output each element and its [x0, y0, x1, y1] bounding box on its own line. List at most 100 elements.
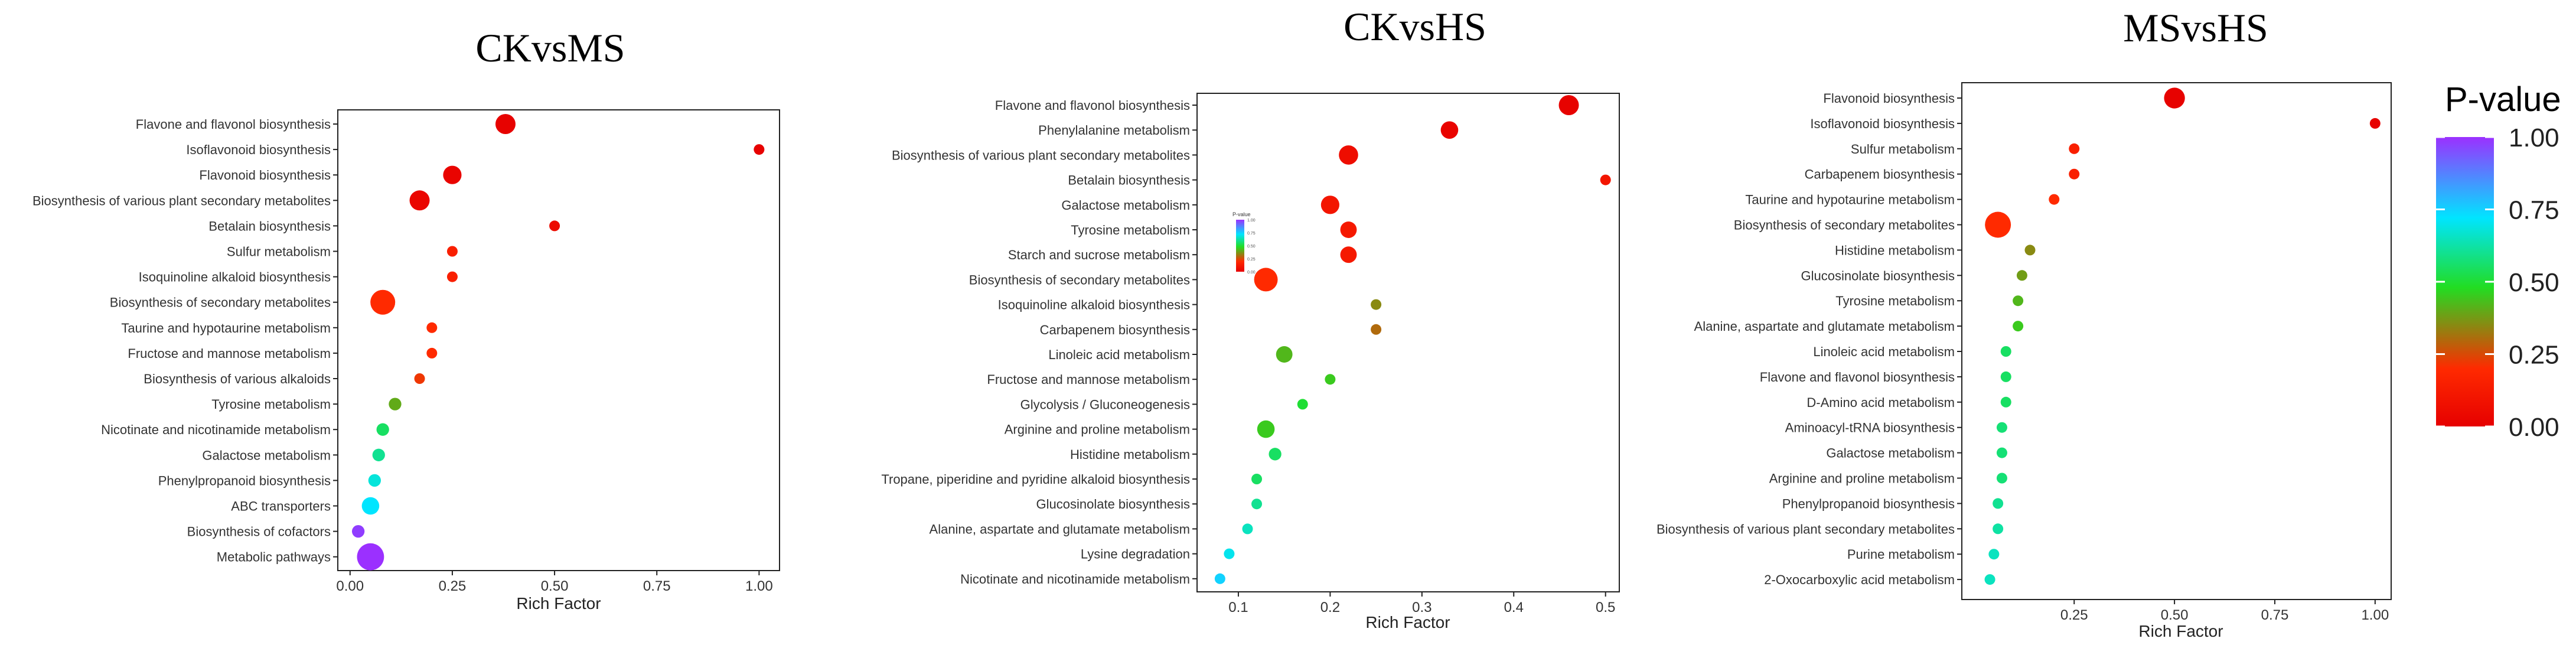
- x-tick-label: 0.5: [1596, 600, 1615, 615]
- y-tick-label: Taurine and hypotaurine metabolism: [1745, 193, 1955, 207]
- pvalue-legend: P-value 1.00 0.75 0.50 0.25 0.00: [2436, 80, 2561, 442]
- y-tick-label: Arginine and proline metabolism: [1005, 422, 1190, 437]
- data-point: [1371, 324, 1382, 335]
- y-tick-label: 2-Oxocarboxylic acid metabolism: [1764, 572, 1955, 587]
- y-tick-label: D-Amino acid metabolism: [1807, 395, 1955, 410]
- y-tick-label: Isoflavonoid biosynthesis: [186, 142, 331, 157]
- x-tick-label: 0.2: [1320, 600, 1340, 615]
- y-tick-label: Nicotinate and nicotinamide metabolism: [101, 422, 331, 437]
- data-point: [357, 543, 384, 571]
- legend-tick-label: 0.25: [2509, 341, 2559, 370]
- data-point: [754, 144, 765, 155]
- data-point: [2164, 87, 2185, 109]
- data-point: [389, 398, 402, 411]
- y-tick-label: Biosynthesis of various alkaloids: [144, 372, 331, 386]
- data-point: [426, 322, 438, 333]
- data-point: [1276, 346, 1293, 363]
- data-point: [1257, 420, 1275, 438]
- data-point: [351, 525, 365, 538]
- y-tick-label: Sulfur metabolism: [227, 245, 331, 259]
- data-point: [2013, 295, 2024, 307]
- chart-title-msvshs: MSvsHS: [2123, 5, 2268, 50]
- data-point: [2024, 245, 2036, 256]
- mini-legend-colorbar: [1236, 220, 1244, 272]
- y-tick-label: Starch and sucrose metabolism: [1008, 247, 1190, 262]
- plot-frame-ckvsms: [337, 109, 780, 571]
- y-tick-label: Linoleic acid metabolism: [1048, 347, 1190, 362]
- data-point: [1325, 374, 1336, 385]
- data-point: [1993, 523, 2004, 535]
- y-tick-label: Alanine, aspartate and glutamate metabol…: [1694, 319, 1955, 334]
- x-tick-label: 0.4: [1504, 600, 1524, 615]
- data-point: [1600, 174, 1611, 185]
- plot-area-ckvshs: 0.1 0.2 0.3 0.4 0.5 Flavone and flavonol bios…: [881, 95, 1615, 615]
- data-point: [1242, 523, 1253, 535]
- legend-tick-label: 0.50: [2509, 268, 2559, 297]
- x-tick-label: 0.75: [643, 578, 671, 594]
- y-tick-label: Fructose and mannose metabolism: [128, 346, 331, 361]
- y-tick-label: Arginine and proline metabolism: [1769, 471, 1955, 486]
- mini-legend: P-value 1.00 0.75 0.50 0.25 0.00: [1232, 211, 1256, 275]
- data-point: [372, 448, 385, 461]
- data-point: [1985, 211, 2011, 238]
- y-tick-label: Metabolic pathways: [217, 550, 331, 565]
- y-tick-label: Glucosinolate biosynthesis: [1036, 497, 1190, 512]
- y-tick-label: Tyrosine metabolism: [211, 397, 331, 412]
- plot-area-msvshs: 0.25 0.50 0.75 1.00 Flavonoid biosynthesis Is…: [1657, 87, 2389, 623]
- mini-legend-title: P-value: [1232, 211, 1251, 217]
- x-tick-label: 0.50: [2161, 607, 2189, 623]
- data-point: [1214, 573, 1225, 584]
- y-tick-label: Tropane, piperidine and pyridine alkaloi…: [881, 472, 1190, 487]
- data-point: [1340, 246, 1357, 263]
- y-tick-label: ABC transporters: [231, 499, 331, 514]
- data-point: [409, 190, 430, 211]
- y-tick-label: Isoflavonoid biosynthesis: [1810, 116, 1955, 131]
- data-point: [2000, 346, 2011, 357]
- data-point: [1996, 473, 2007, 484]
- data-point: [368, 474, 381, 487]
- y-tick-label: Glucosinolate biosynthesis: [1801, 268, 1955, 283]
- legend-ticks: 1.00 0.75 0.50 0.25 0.00: [2436, 123, 2559, 442]
- y-tick-label: Lysine degradation: [1081, 547, 1190, 562]
- x-axis-label-ckvsms: Rich Factor: [516, 594, 601, 613]
- y-tick-label: Biosynthesis of various plant secondary …: [892, 148, 1190, 162]
- data-point: [361, 497, 380, 515]
- data-point: [1224, 548, 1235, 559]
- data-point: [1251, 499, 1263, 510]
- y-tick-label: Histidine metabolism: [1070, 447, 1190, 462]
- y-tick-label: Purine metabolism: [1847, 547, 1955, 562]
- data-point: [1339, 145, 1358, 165]
- y-tick-label: Betalain biosynthesis: [1068, 173, 1190, 188]
- plot-frame-ckvshs: [1196, 93, 1620, 592]
- data-point: [2369, 118, 2381, 129]
- plot-frame-msvshs: [1961, 82, 2392, 600]
- mini-legend-ticks: 1.00 0.75 0.50 0.25 0.00: [1247, 219, 1256, 275]
- mini-legend-tick-label: 0.75: [1247, 232, 1256, 236]
- data-point: [2016, 270, 2027, 281]
- y-tick-label: Biosynthesis of secondary metabolites: [969, 272, 1190, 287]
- y-tick-label: Carbapenem biosynthesis: [1805, 167, 1955, 182]
- y-tick-label: Biosynthesis of cofactors: [187, 525, 331, 539]
- data-point: [2069, 143, 2080, 154]
- data-point: [370, 289, 396, 315]
- y-tick-label: Biosynthesis of various plant secondary …: [32, 193, 331, 208]
- x-tick-label: 0.1: [1228, 600, 1248, 615]
- data-point: [2013, 321, 2024, 332]
- y-tick-label: Flavonoid biosynthesis: [199, 168, 331, 183]
- data-point: [446, 271, 458, 282]
- legend-colorbar: [2436, 137, 2494, 426]
- data-point: [1440, 121, 1459, 139]
- mini-legend-tick-label: 1.00: [1247, 219, 1256, 223]
- mini-legend-tick-label: 0.00: [1247, 271, 1256, 275]
- data-point: [2000, 371, 2011, 382]
- y-tick-label: Biosynthesis of secondary metabolites: [1734, 218, 1955, 233]
- y-tick-label: Tyrosine metabolism: [1835, 294, 1955, 308]
- x-axis-label-ckvshs: Rich Factor: [1365, 613, 1450, 631]
- data-point: [1251, 474, 1263, 484]
- data-point: [1984, 574, 1995, 585]
- chart-title-ckvshs: CKvsHS: [1344, 4, 1486, 49]
- data-point: [2000, 396, 2011, 408]
- data-point: [2069, 168, 2080, 180]
- data-point: [1269, 448, 1282, 461]
- data-point: [1996, 447, 2007, 458]
